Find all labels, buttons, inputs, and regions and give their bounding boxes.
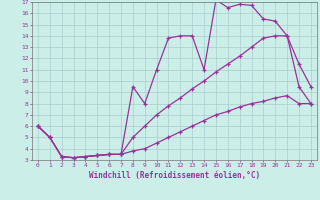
- X-axis label: Windchill (Refroidissement éolien,°C): Windchill (Refroidissement éolien,°C): [89, 171, 260, 180]
